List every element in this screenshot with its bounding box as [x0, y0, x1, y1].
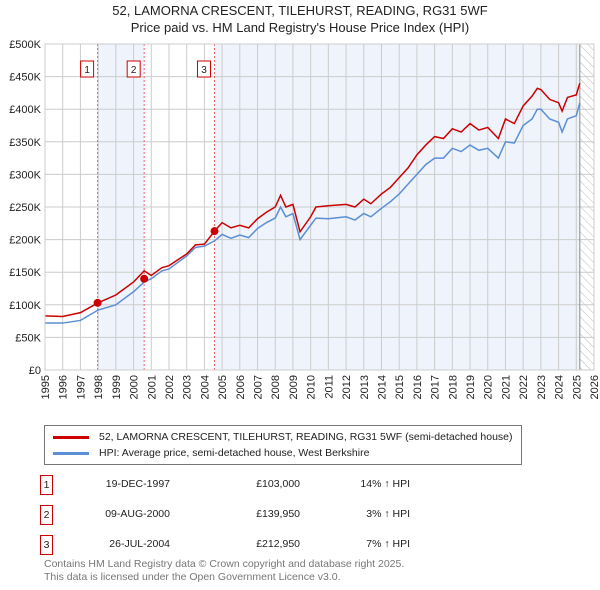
transaction-number: 3 — [40, 535, 53, 555]
sale-point — [140, 274, 149, 283]
x-tick-label: 2010 — [306, 375, 318, 399]
transaction-price: £212,950 — [256, 538, 300, 550]
y-tick-label: £350K — [9, 137, 41, 149]
legend-label: HPI: Average price, semi-detached house,… — [99, 447, 370, 459]
y-tick-label: £150K — [9, 267, 41, 279]
x-tick-label: 1997 — [75, 375, 87, 399]
y-tick-label: £400K — [9, 104, 41, 116]
legend: 52, LAMORNA CRESCENT, TILEHURST, READING… — [44, 425, 522, 465]
x-tick-label: 2026 — [589, 375, 600, 399]
x-tick-label: 2002 — [164, 375, 176, 399]
x-tick-label: 2006 — [235, 375, 247, 399]
transaction-row: 2 09-AUG-2000 £139,950 3% ↑ HPI — [40, 505, 440, 525]
hpi-line — [45, 102, 581, 324]
price-chart: 1995 1996 1997 1998 1999 2000 2001 2002 2003 2004… — [9, 39, 600, 399]
transaction-date: 09-AUG-2000 — [105, 508, 170, 520]
x-tick-label: 2000 — [129, 375, 141, 399]
property-price-line — [44, 82, 581, 318]
footer-line: This data is licensed under the Open Gov… — [44, 571, 341, 583]
plot-frame — [44, 43, 595, 371]
x-tick-label: 2018 — [447, 375, 459, 399]
transaction-number: 2 — [40, 505, 53, 525]
x-tick-label: 2022 — [518, 375, 530, 399]
x-tick-label: 2003 — [182, 375, 194, 399]
footer: Contains HM Land Registry data © Crown c… — [44, 558, 404, 584]
transaction-marker-number: 3 — [201, 65, 207, 76]
x-tick-label: 2023 — [536, 375, 548, 399]
x-tick-label: 2016 — [412, 375, 424, 399]
legend-swatch-blue — [53, 451, 89, 455]
transaction-price: £103,000 — [256, 478, 300, 490]
legend-swatch-red — [53, 435, 89, 439]
x-tick-label: 2019 — [465, 375, 477, 399]
x-tick-label: 2005 — [217, 375, 229, 399]
x-tick-label: 2017 — [430, 375, 442, 399]
title-line: 52, LAMORNA CRESCENT, TILEHURST, READING… — [112, 3, 488, 18]
transaction-marker-box — [196, 60, 211, 78]
legend-item-hpi: HPI: Average price, semi-detached house,… — [53, 445, 513, 461]
x-tick-label: 2011 — [323, 375, 335, 399]
y-tick-label: £300K — [9, 169, 41, 181]
x-tick-label: 2007 — [253, 375, 265, 399]
x-tick-label: 1998 — [93, 375, 105, 399]
x-tick-label: 2001 — [146, 375, 158, 399]
x-tick-label: 2008 — [270, 375, 282, 399]
y-tick-label: £250K — [9, 202, 41, 214]
x-tick-label: 2013 — [359, 375, 371, 399]
x-tick-label: 2025 — [571, 375, 583, 399]
x-tick-label: 2009 — [288, 375, 300, 399]
transaction-hpi-diff: 3% ↑ HPI — [366, 508, 410, 520]
transaction-date: 26-JUL-2004 — [109, 538, 170, 550]
x-tick-label: 2012 — [341, 375, 353, 399]
transaction-marker-box — [80, 60, 95, 78]
x-tick-label: 2004 — [199, 375, 211, 399]
x-tick-label: 2024 — [554, 375, 566, 399]
transaction-marker-box — [126, 60, 141, 78]
transaction-marker-number: 2 — [131, 65, 137, 76]
x-tick-label: 1999 — [111, 375, 123, 399]
transaction-date: 19-DEC-1997 — [105, 478, 170, 490]
transaction-row: 1 19-DEC-1997 £103,000 14% ↑ HPI — [40, 475, 440, 495]
transaction-hpi-diff: 7% ↑ HPI — [366, 538, 410, 550]
transaction-price: £139,950 — [256, 508, 300, 520]
chart-title: 52, LAMORNA CRESCENT, TILEHURST, READING… — [0, 2, 600, 36]
x-tick-label: 2021 — [500, 375, 512, 399]
transaction-hpi-diff: 14% ↑ HPI — [360, 478, 410, 490]
subtitle-line: Price paid vs. HM Land Registry's House … — [130, 20, 470, 35]
x-tick-label: 2014 — [376, 375, 388, 399]
x-tick-label: 1995 — [40, 375, 52, 399]
sale-point — [210, 227, 219, 236]
legend-label: 52, LAMORNA CRESCENT, TILEHURST, READING… — [99, 431, 513, 443]
transaction-marker-number: 1 — [84, 65, 90, 76]
legend-item-property: 52, LAMORNA CRESCENT, TILEHURST, READING… — [53, 429, 513, 445]
transaction-number: 1 — [40, 475, 53, 495]
y-tick-label: £500K — [9, 39, 41, 51]
footer-line: Contains HM Land Registry data © Crown c… — [44, 558, 405, 570]
y-tick-label: £50K — [15, 332, 41, 344]
y-tick-label: £200K — [9, 235, 41, 247]
y-tick-label: £100K — [9, 300, 41, 312]
y-tick-label: £0 — [29, 365, 41, 377]
sale-point — [93, 298, 102, 307]
x-tick-label: 2015 — [394, 375, 406, 399]
transaction-row: 3 26-JUL-2004 £212,950 7% ↑ HPI — [40, 535, 440, 555]
x-tick-label: 2020 — [483, 375, 495, 399]
x-tick-label: 1996 — [58, 375, 70, 399]
y-tick-label: £450K — [9, 72, 41, 84]
